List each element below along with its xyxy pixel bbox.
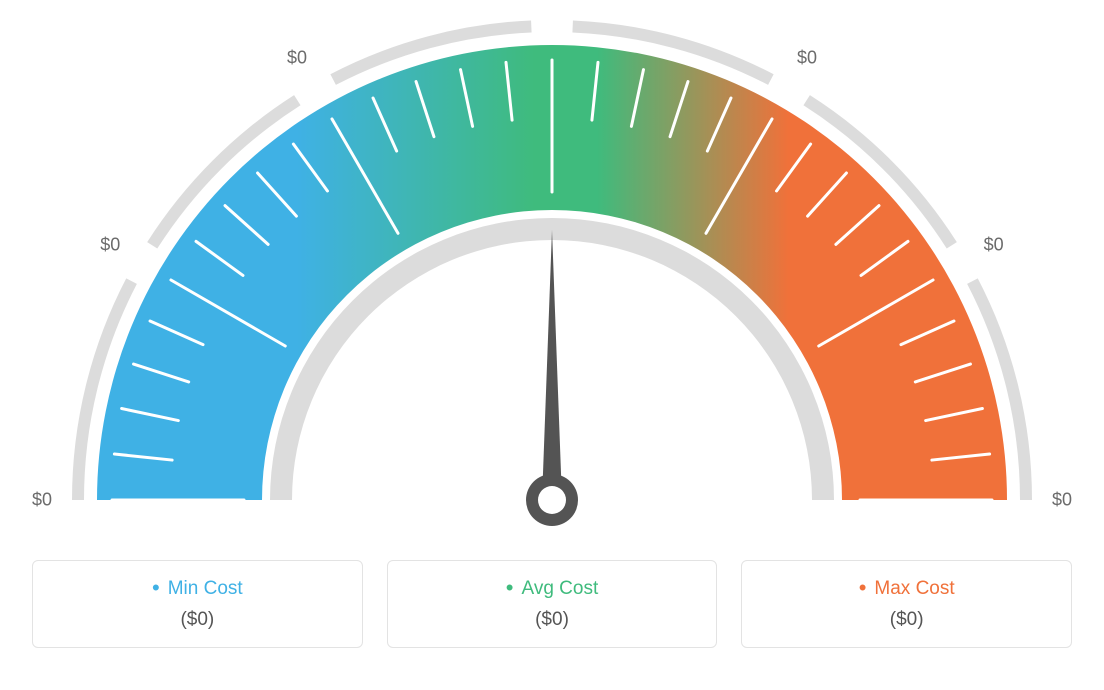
scale-label: $0 bbox=[100, 235, 120, 256]
scale-label: $0 bbox=[984, 235, 1004, 256]
legend-card: Min Cost ($0) bbox=[32, 560, 363, 648]
legend-label: Max Cost bbox=[742, 575, 1071, 601]
scale-label: $0 bbox=[542, 0, 562, 1]
legend-label: Min Cost bbox=[33, 575, 362, 601]
scale-label: $0 bbox=[797, 48, 817, 69]
legend-row: Min Cost ($0) Avg Cost ($0) Max Cost ($0) bbox=[0, 560, 1104, 648]
gauge-chart-container: $0$0$0$0$0$0$0 Min Cost($0)Avg Cost($0)M… bbox=[0, 0, 1104, 690]
legend-value: ($0) bbox=[388, 609, 717, 631]
scale-label: $0 bbox=[287, 48, 307, 69]
gauge-svg bbox=[0, 0, 1104, 560]
scale-label: $0 bbox=[1052, 490, 1072, 511]
legend-label: Avg Cost bbox=[388, 575, 717, 601]
needle-hub-inner bbox=[538, 486, 566, 514]
legend-value: ($0) bbox=[742, 609, 1071, 631]
gauge-area: $0 $0 $0 $0 $0 $0 $0 bbox=[0, 0, 1104, 560]
gauge-needle bbox=[542, 230, 562, 500]
legend-card: Avg Cost ($0) bbox=[387, 560, 718, 648]
legend-value: ($0) bbox=[33, 609, 362, 631]
legend-card: Max Cost ($0) bbox=[741, 560, 1072, 648]
scale-label: $0 bbox=[32, 490, 52, 511]
